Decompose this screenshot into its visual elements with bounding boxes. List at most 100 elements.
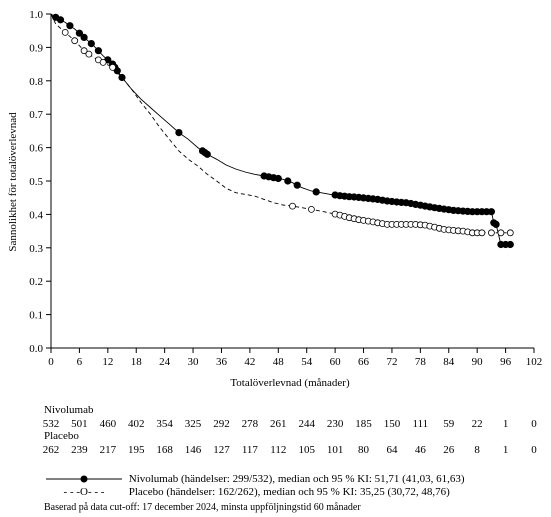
- risk-count: 244: [298, 418, 315, 430]
- risk-row-label: Placebo: [44, 430, 79, 442]
- risk-count: 22: [471, 418, 483, 430]
- x-tick-label: 102: [526, 356, 543, 368]
- risk-count: 46: [414, 444, 426, 456]
- y-tick-label: 0.8: [29, 76, 43, 88]
- risk-count: 532: [42, 418, 60, 430]
- y-tick-label: 0.2: [29, 276, 43, 288]
- x-tick-label: 0: [48, 356, 54, 368]
- nivolumab-censor-mark: [75, 29, 84, 37]
- y-tick-label: 0.0: [29, 343, 43, 355]
- risk-count: 185: [355, 418, 372, 430]
- x-tick-label: 18: [131, 356, 143, 368]
- risk-count: 111: [412, 418, 429, 430]
- x-tick-label: 60: [330, 356, 342, 368]
- chart-axes: 0.0 0.1 0.2 0.3 0.4 0.5 0.6 0.7 0.8 0.9 1.0 0 6 12 18 2…: [29, 9, 542, 368]
- risk-count: 80: [358, 444, 370, 456]
- risk-row-label: Nivolumab: [44, 404, 94, 416]
- nivolumab-censor-mark: [113, 67, 121, 75]
- placebo-censor-mark: [80, 47, 88, 55]
- y-tick-label: 0.1: [29, 310, 43, 322]
- plot-area: [50, 13, 514, 249]
- y-tick-label: 1.0: [29, 9, 43, 21]
- risk-count: 501: [71, 418, 88, 430]
- risk-count: 101: [326, 444, 344, 456]
- legend-nivolumab: Nivolumab (händelser: 299/532), median o…: [44, 472, 465, 486]
- risk-count: 230: [326, 418, 344, 430]
- x-tick-label: 6: [77, 356, 83, 368]
- risk-count: 402: [127, 418, 145, 430]
- nivolumab-censor-mark: [274, 174, 282, 183]
- risk-count: 239: [71, 444, 88, 456]
- dashed-line-open-circle-icon: - - -O- - -: [63, 486, 105, 498]
- placebo-censor-mark: [289, 202, 296, 210]
- risk-count: 278: [241, 418, 259, 430]
- risk-count: 1: [502, 418, 509, 430]
- nivolumab-censor-mark: [506, 240, 514, 249]
- y-tick-label: 0.6: [29, 143, 43, 155]
- y-tick-label: 0.3: [29, 243, 43, 255]
- nivolumab-censor-mark: [492, 220, 500, 228]
- y-axis-label: Sannolikhet för totalöverlevnad: [7, 112, 19, 252]
- risk-count: 217: [99, 444, 117, 456]
- risk-count: 1: [502, 444, 509, 456]
- nivolumab-censor-mark: [66, 22, 74, 30]
- risk-count: 354: [156, 418, 173, 430]
- risk-count: 0: [531, 444, 537, 456]
- nivolumab-censor-mark: [80, 33, 88, 42]
- nivolumab-censor-mark: [487, 208, 495, 216]
- risk-count: 26: [443, 444, 455, 456]
- placebo-censor-mark: [109, 64, 116, 71]
- legend-nivolumab-label: Nivolumab (händelser: 299/532), median o…: [128, 472, 465, 485]
- y-tick-label: 0.5: [29, 176, 43, 188]
- risk-count: 0: [531, 418, 537, 430]
- x-tick-label: 12: [102, 356, 113, 368]
- x-tick-label: 96: [500, 356, 512, 368]
- placebo-censor-mark: [478, 229, 486, 237]
- x-tick-label: 42: [244, 356, 255, 368]
- risk-count: 59: [443, 418, 455, 430]
- risk-count: 64: [386, 444, 398, 456]
- legend-placebo: - - -O- - - Placebo (händelser: 162/262)…: [44, 486, 450, 498]
- risk-count: 105: [298, 444, 315, 456]
- nivolumab-censor-mark: [56, 16, 65, 24]
- x-tick-label: 78: [415, 356, 427, 368]
- nivolumab-censor-mark: [312, 188, 320, 196]
- risk-count: 8: [474, 444, 480, 456]
- risk-count: 117: [241, 444, 258, 456]
- y-tick-label: 0.4: [29, 209, 43, 221]
- legend-placebo-label: Placebo (händelser: 162/262), median och…: [128, 486, 450, 498]
- nivolumab-censor-mark: [293, 181, 301, 189]
- km-chart: 0.0 0.1 0.2 0.3 0.4 0.5 0.6 0.7 0.8 0.9 1.0 0 6 12 18 2…: [7, 9, 542, 389]
- placebo-censor-mark: [85, 50, 93, 58]
- x-tick-label: 24: [159, 356, 171, 368]
- x-tick-label: 54: [301, 356, 313, 368]
- nivolumab-censor-mark: [203, 150, 211, 158]
- risk-count: 168: [156, 444, 173, 456]
- x-tick-label: 66: [358, 356, 370, 368]
- x-tick-label: 84: [443, 356, 455, 368]
- placebo-curve: [50, 13, 511, 234]
- placebo-censor-mark: [71, 37, 79, 45]
- y-tick-label: 0.7: [29, 109, 43, 121]
- x-tick-label: 36: [216, 356, 228, 368]
- risk-count: 127: [213, 444, 230, 456]
- x-axis-label: Totalöverlevnad (månader): [230, 377, 350, 389]
- risk-count: 262: [42, 444, 60, 456]
- placebo-censor-mark: [497, 229, 505, 237]
- nivolumab-censor-mark: [87, 39, 95, 48]
- nivolumab-censor-mark: [94, 47, 103, 55]
- x-tick-label: 48: [273, 356, 285, 368]
- risk-count: 325: [184, 418, 202, 430]
- placebo-censor-mark: [487, 229, 495, 237]
- footnote: Baserad på data cut-off: 17 december 202…: [44, 502, 361, 513]
- risk-count: 261: [270, 418, 287, 430]
- solid-line-filled-circle-icon: [46, 475, 122, 483]
- placebo-censor-mark: [61, 29, 69, 36]
- x-tick-label: 72: [386, 356, 397, 368]
- risk-count: 146: [184, 444, 202, 456]
- nivolumab-censor-mark: [284, 177, 292, 185]
- risk-count: 112: [270, 444, 287, 456]
- placebo-censor-mark: [506, 229, 514, 237]
- placebo-censor-mark: [307, 205, 315, 213]
- y-tick-label: 0.9: [29, 42, 43, 54]
